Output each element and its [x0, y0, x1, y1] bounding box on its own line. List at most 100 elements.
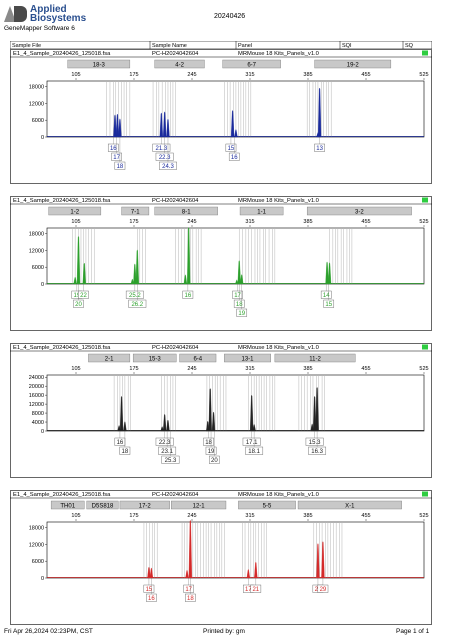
x-tick-label: 175 [129, 513, 138, 519]
electropherogram-panel-black: E1_4_Sample_20240426_125018.fsa PC-H20240… [10, 343, 432, 478]
printed-at: Fri Apr 26,2024 02:23PM, CST [4, 628, 93, 635]
y-tick-label: 18000 [29, 526, 44, 532]
marker-label: 15-3 [149, 357, 162, 363]
allele-label-box [143, 584, 155, 593]
peak [130, 278, 135, 285]
y-tick-label: 12000 [29, 402, 44, 408]
x-tick-label: 245 [187, 366, 196, 372]
marker-box [297, 500, 402, 510]
x-tick-label: 105 [71, 72, 80, 78]
allele-label: 20 [211, 458, 218, 464]
peak [183, 274, 188, 285]
allele-label: 16.3 [311, 449, 323, 455]
peak [82, 262, 86, 285]
y-tick-label: 12000 [29, 248, 44, 254]
allele-label: 19 [238, 311, 245, 317]
allele-label: 18 [205, 440, 212, 446]
peak [317, 87, 322, 138]
marker-box [88, 353, 131, 363]
panel-value: MRMouse 18 Kits_Panels_v1.0 [238, 345, 319, 351]
marker-label: 2-1 [105, 357, 114, 363]
x-tick-label: 245 [187, 513, 196, 519]
allele-label: 17 [234, 293, 241, 299]
run-date: 20240426 [214, 13, 246, 20]
col-sq: SQ [405, 43, 414, 49]
x-tick-label: 175 [129, 219, 138, 225]
x-tick-label: 315 [245, 72, 254, 78]
allele-label: 21 [252, 587, 259, 593]
allele-label: 16 [110, 146, 117, 152]
peak [185, 569, 189, 579]
marker-label: 19-2 [347, 63, 360, 69]
marker-box [154, 206, 218, 216]
marker-box [306, 206, 412, 216]
marker-label: 17-2 [139, 504, 152, 510]
marker-box [67, 59, 131, 69]
allele-label: 15 [228, 146, 235, 152]
allele-label: 18.1 [248, 449, 260, 455]
panel-frame [10, 343, 432, 478]
peak [252, 423, 256, 432]
allele-label: 15 [146, 587, 153, 593]
allele-label-box [125, 290, 144, 299]
x-tick-label: 105 [71, 219, 80, 225]
sample-name-value: PC-H2024042604 [152, 492, 199, 498]
peak [250, 394, 254, 432]
marker-label: 5-5 [263, 504, 272, 510]
x-tick-label: 105 [71, 366, 80, 372]
sample-file-value: E1_4_Sample_20240426_125018.fsa [13, 198, 111, 204]
allele-label: 21.3 [155, 146, 167, 152]
peak [162, 413, 167, 432]
y-tick-label: 20000 [29, 384, 44, 390]
y-tick-label: 8000 [32, 411, 44, 417]
plot-area [46, 374, 425, 432]
allele-label: 16 [117, 440, 124, 446]
marker-box [86, 500, 119, 510]
allele-label-box [245, 446, 264, 455]
x-tick-label: 175 [129, 72, 138, 78]
marker-label: 4-2 [175, 63, 184, 69]
plot-area [46, 227, 425, 285]
plot-area [46, 80, 425, 138]
y-tick-label: 12000 [29, 101, 44, 107]
allele-label-box [107, 143, 119, 152]
peak [117, 424, 121, 432]
allele-label: 15 [325, 302, 332, 308]
x-tick-label: 315 [245, 219, 254, 225]
marker-box [48, 206, 102, 216]
peak [73, 276, 77, 285]
app-name: GeneMapper Software 6 [4, 25, 75, 32]
peak [188, 519, 192, 579]
col-sample-name: Sample Name [152, 43, 187, 49]
peak [206, 420, 210, 432]
peak [235, 279, 239, 285]
allele-label-box [320, 290, 332, 299]
peak [166, 118, 170, 138]
peak [187, 227, 191, 285]
allele-label-box [228, 152, 240, 161]
allele-label-box [78, 290, 89, 299]
allele-label-box [155, 152, 174, 161]
marker-box [50, 500, 85, 510]
brand-line-1: Applied [30, 4, 67, 15]
y-tick-label: 6000 [32, 559, 44, 565]
allele-label-box [161, 455, 180, 464]
peak [119, 395, 124, 432]
allele-label-box [183, 584, 194, 593]
marker-label: D5S818 [92, 504, 114, 510]
brand-line-2: Biosystems [30, 13, 87, 24]
x-tick-label: 525 [419, 219, 428, 225]
allele-label: 18 [122, 449, 129, 455]
x-tick-label: 245 [187, 219, 196, 225]
sample-name-value: PC-H2024042604 [152, 198, 199, 204]
quality-flag-icon [422, 344, 428, 350]
allele-label: 22 [80, 293, 87, 299]
allele-label-box [111, 152, 122, 161]
allele-label: 17 [185, 587, 192, 593]
allele-label-box [305, 437, 324, 446]
allele-label: 26.2 [131, 302, 143, 308]
panel-value: MRMouse 18 Kits_Panels_v1.0 [238, 51, 319, 57]
x-tick-label: 455 [361, 219, 370, 225]
allele-label: 22.3 [159, 155, 171, 161]
peak [327, 262, 332, 285]
